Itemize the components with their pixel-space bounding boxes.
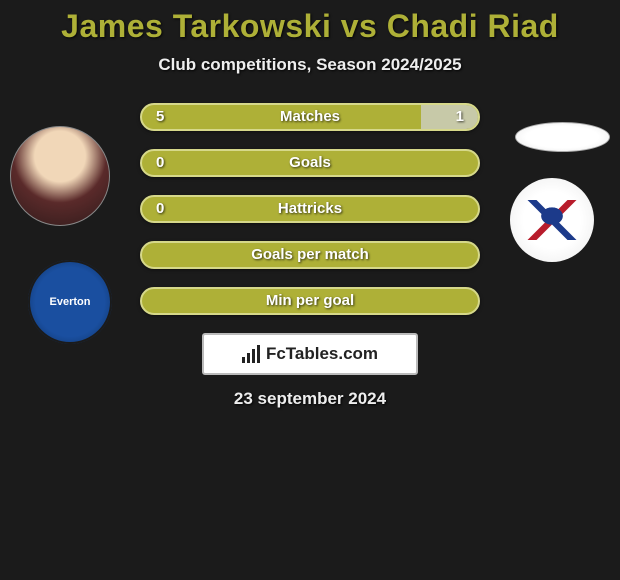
eagle-icon <box>522 200 582 240</box>
stat-value-left: 0 <box>156 197 164 221</box>
stat-bar: Matches5 1 <box>140 103 480 131</box>
stat-value-right: 1 <box>456 105 464 129</box>
branding-badge: FcTables.com <box>202 333 418 375</box>
player-left-avatar <box>10 126 110 226</box>
subtitle: Club competitions, Season 2024/2025 <box>0 55 620 75</box>
stat-label: Hattricks <box>142 197 478 221</box>
player-right-avatar <box>515 122 610 152</box>
page-title: James Tarkowski vs Chadi Riad <box>0 8 620 45</box>
bars-icon <box>242 345 260 363</box>
stat-bars: Matches51Goals0Hattricks0Goals per match… <box>140 103 480 315</box>
stat-label: Min per goal <box>142 289 478 313</box>
stat-label: Goals <box>142 151 478 175</box>
stat-label: Goals per match <box>142 243 478 267</box>
stat-bar: Min per goal <box>140 287 480 315</box>
branding-text: FcTables.com <box>266 344 378 364</box>
club-right-logo <box>510 178 594 262</box>
stat-label: Matches <box>142 105 478 129</box>
comparison-card: James Tarkowski vs Chadi Riad Club compe… <box>0 0 620 409</box>
date-stamp: 23 september 2024 <box>0 389 620 409</box>
club-left-logo: Everton <box>28 260 112 344</box>
stat-value-left: 0 <box>156 151 164 175</box>
club-left-label: Everton <box>50 296 91 308</box>
stat-value-left: 5 <box>156 105 164 129</box>
stat-bar: Goals per match <box>140 241 480 269</box>
stat-bar: Goals0 <box>140 149 480 177</box>
stat-bar: Hattricks0 <box>140 195 480 223</box>
